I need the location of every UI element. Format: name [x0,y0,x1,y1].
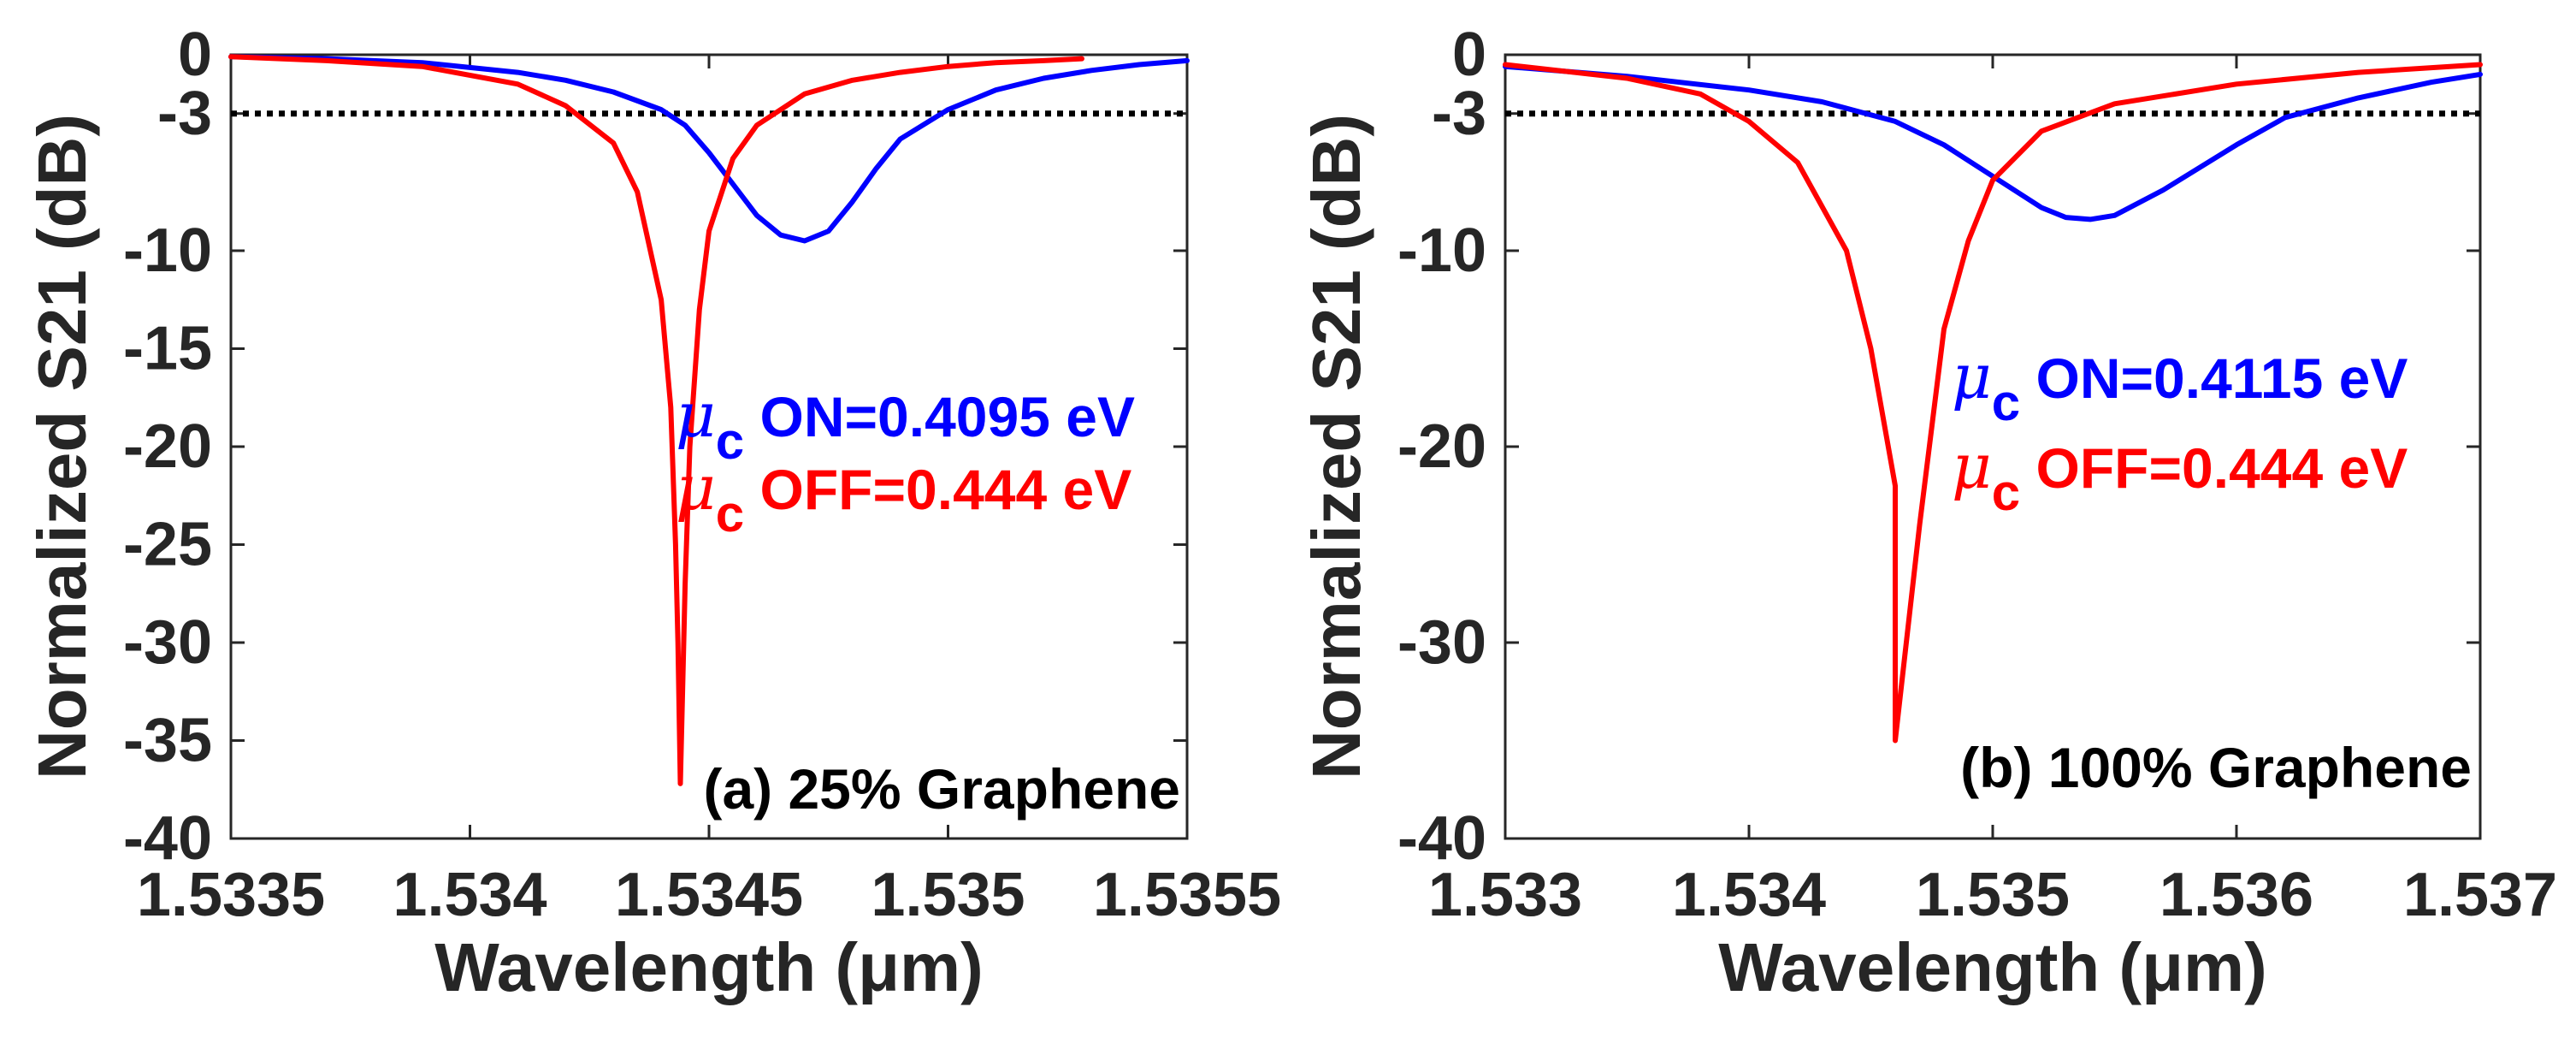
x-tick-label: 1.535 [1916,861,2070,929]
x-tick-label: 1.534 [1672,861,1826,929]
x-tick-label: 1.535 [871,861,1025,929]
series-line-on [228,54,1190,244]
x-tick-label: 1.5345 [615,861,803,929]
x-tick-label: 1.537 [2403,861,2557,929]
legend-entry-off: μc OFF=0.444 eV [676,452,1131,542]
x-tick-label: 1.5355 [1093,861,1281,929]
series-line-off [1503,62,2483,744]
y-tick-label: -10 [1397,216,1486,285]
legend-entry-on: μc ON=0.4095 eV [676,379,1135,470]
x-tick-label: 1.533 [1428,861,1582,929]
x-axis-label: Wavelength (μm) [434,929,984,1005]
chart-panel-b: 1.533 1.534 1.535 1.536 1.537 0-3 -10 -20 -30 -40… [1298,21,2557,1005]
y-tick-label: -20 [123,412,212,481]
y-tick-label: -40 [1397,804,1486,873]
legend-entry-on: μc ON=0.4115 eV [1952,341,2408,431]
series-line-off [228,54,1084,786]
x-tick-label: 1.534 [393,861,547,929]
y-tick-label: -30 [123,608,212,677]
y-tick-label: 0 [178,21,212,89]
y-tick-label: -25 [123,511,212,579]
panel-label: (b) 100% Graphene [1960,736,2472,799]
y-tick-label: -40 [123,804,212,873]
x-tick-label: 1.5335 [137,861,325,929]
legend-entry-off: μc OFF=0.444 eV [1952,430,2408,521]
y-tick-label: 0 [1452,21,1486,89]
chart-panel-a: 1.5335 1.534 1.5345 1.535 1.5355 0-3 -10 -15 -20… [24,21,1281,1005]
y-tick-label: -3 [157,80,212,148]
y-tick-label: -3 [1432,80,1486,148]
y-axis-label: Normalized S21 (dB) [1298,114,1374,779]
y-tick-label: -10 [123,216,212,285]
y-tick-label: -30 [1397,608,1486,677]
panel-label: (a) 25% Graphene [703,757,1180,821]
x-tick-label: 1.536 [2159,861,2313,929]
y-tick-label: -15 [123,315,212,383]
y-tick-label: -20 [1397,412,1486,481]
series-line-on [1503,63,2483,222]
x-axis-label: Wavelength (μm) [1718,929,2267,1005]
y-tick-label: -35 [123,707,212,775]
y-axis-label: Normalized S21 (dB) [24,114,100,779]
